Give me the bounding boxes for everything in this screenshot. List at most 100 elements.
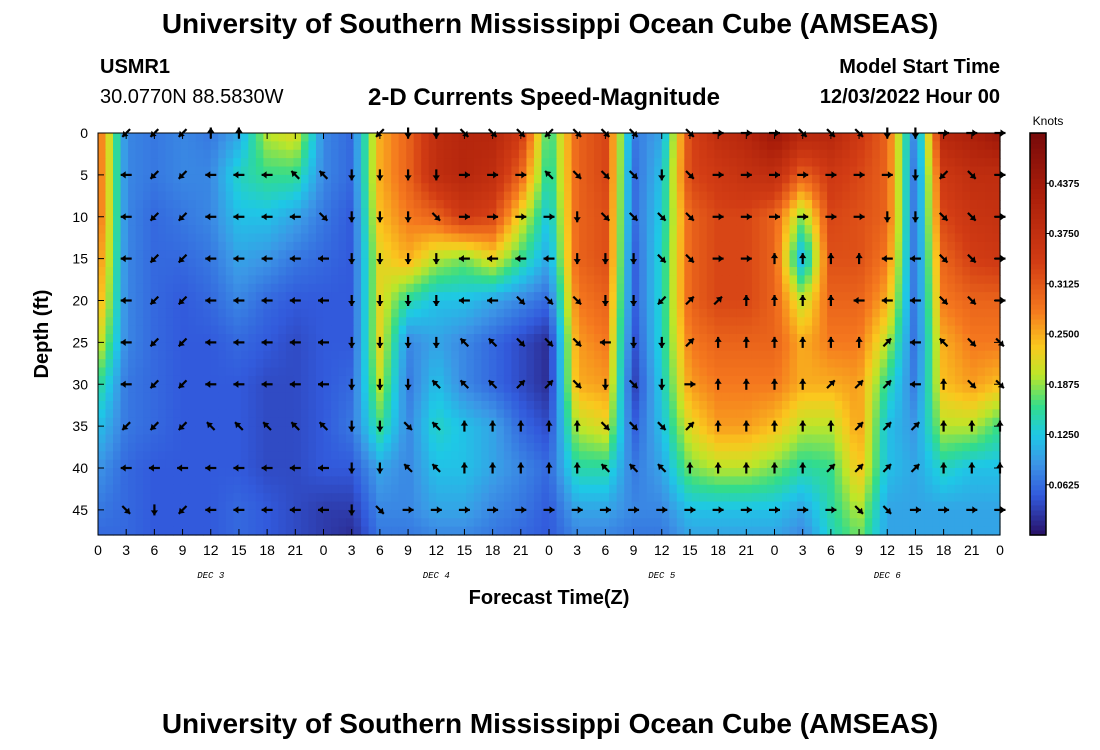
heatmap-cell <box>113 434 122 444</box>
heatmap-cell <box>263 292 272 302</box>
heatmap-cell <box>488 300 497 310</box>
heatmap-cell <box>586 133 595 142</box>
heatmap-cell <box>210 225 219 235</box>
heatmap-cell <box>263 401 272 410</box>
heatmap-cell <box>879 250 888 260</box>
heatmap-cell <box>992 208 1001 218</box>
heatmap-cell <box>586 468 595 477</box>
heatmap-cell <box>699 359 708 369</box>
heatmap-cell <box>864 275 873 285</box>
heatmap-cell <box>436 401 445 410</box>
heatmap-cell <box>128 468 137 477</box>
heatmap-cell <box>240 208 249 218</box>
heatmap-cell <box>285 442 295 452</box>
heatmap-cell <box>721 191 730 201</box>
heatmap-cell <box>120 325 129 335</box>
heatmap-cell <box>797 258 806 268</box>
heatmap-cell <box>203 459 212 469</box>
heatmap-cell <box>218 442 227 452</box>
heatmap-cell <box>376 442 385 452</box>
heatmap-cell <box>218 468 227 477</box>
heatmap-cell <box>736 392 746 402</box>
heatmap-cell <box>774 183 783 193</box>
heatmap-cell <box>143 267 152 276</box>
heatmap-cell <box>158 342 167 352</box>
heatmap-cell <box>150 417 159 427</box>
heatmap-cell <box>353 158 362 168</box>
heatmap-cell <box>601 325 610 335</box>
heatmap-cell <box>962 334 971 343</box>
heatmap-cell <box>932 300 941 310</box>
heatmap-cell <box>391 174 400 184</box>
heatmap-cell <box>857 174 866 184</box>
heatmap-cell <box>218 350 227 360</box>
heatmap-cell <box>909 325 918 335</box>
heatmap-cell <box>879 392 888 402</box>
heatmap-cell <box>736 233 746 243</box>
heatmap-cell <box>308 367 317 377</box>
heatmap-cell <box>894 267 903 276</box>
heatmap-cell <box>518 133 528 142</box>
heatmap-cell <box>639 317 648 327</box>
heatmap-cell <box>263 350 272 360</box>
heatmap-cell <box>954 401 964 410</box>
heatmap-cell <box>263 409 272 419</box>
heatmap-cell <box>150 292 159 302</box>
heatmap-cell <box>962 225 971 235</box>
heatmap-cell <box>511 317 520 327</box>
heatmap-cell <box>924 250 933 260</box>
heatmap-cell <box>195 200 204 209</box>
heatmap-cell <box>782 426 791 436</box>
heatmap-cell <box>270 300 279 310</box>
heatmap-cell <box>902 367 911 377</box>
heatmap-cell <box>511 367 520 377</box>
heatmap-cell <box>789 409 798 419</box>
heatmap-cell <box>804 292 813 302</box>
heatmap-cell <box>135 292 144 302</box>
heatmap-cell <box>533 216 543 226</box>
heatmap-cell <box>812 174 821 184</box>
heatmap-cell <box>676 200 685 209</box>
heatmap-cell <box>601 216 610 226</box>
heatmap-cell <box>503 334 513 343</box>
heatmap-cell <box>864 300 873 310</box>
heatmap-cell <box>308 401 317 410</box>
heatmap-cell <box>391 451 400 461</box>
heatmap-cell <box>909 283 918 293</box>
heatmap-cell <box>984 267 994 276</box>
heatmap-cell <box>496 417 505 427</box>
heatmap-cell <box>714 241 723 251</box>
heatmap-cell <box>917 392 926 402</box>
heatmap-cell <box>406 216 415 226</box>
heatmap-cell <box>218 183 227 193</box>
heatmap-cell <box>120 275 129 285</box>
heatmap-cell <box>977 166 986 176</box>
heatmap-cell <box>616 350 625 360</box>
heatmap-cell <box>113 342 122 352</box>
heatmap-cell <box>676 325 685 335</box>
heatmap-cell <box>128 308 137 318</box>
heatmap-cell <box>819 133 828 142</box>
heatmap-cell <box>270 392 279 402</box>
heatmap-cell <box>564 325 573 335</box>
heatmap-cell <box>173 233 182 243</box>
heatmap-cell <box>782 384 791 394</box>
heatmap-cell <box>706 317 715 327</box>
heatmap-cell <box>240 174 249 184</box>
heatmap-cell <box>293 149 302 159</box>
heatmap-cell <box>248 158 257 168</box>
heatmap-cell <box>721 434 730 444</box>
heatmap-cell <box>669 149 678 159</box>
heatmap-cell <box>827 451 836 461</box>
heatmap-cell <box>954 451 964 461</box>
heatmap-cell <box>631 225 640 235</box>
heatmap-cell <box>195 392 204 402</box>
heatmap-cell <box>248 392 257 402</box>
heatmap-cell <box>729 158 738 168</box>
heatmap-cell <box>195 183 204 193</box>
heatmap-cell <box>503 233 513 243</box>
heatmap-cell <box>782 334 791 343</box>
heatmap-cell <box>383 208 392 218</box>
heatmap-cell <box>834 375 843 385</box>
heatmap-cell <box>797 434 806 444</box>
